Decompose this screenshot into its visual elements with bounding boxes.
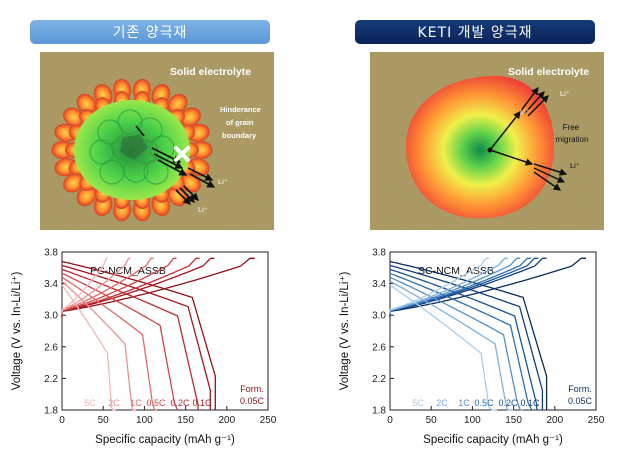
y-axis-label: Voltage (V vs. In-Li/Li⁺) (339, 272, 351, 391)
x-mark-icon (174, 146, 190, 162)
li-ion-label: Li⁺ (218, 177, 228, 186)
li-ion-label: Li⁺ (520, 107, 530, 116)
x-axis-label: Specific capacity (mAh g⁻¹) (95, 434, 235, 446)
inner-grain-boundaries (89, 109, 175, 185)
rate-label: 0.2C (498, 398, 518, 408)
rate-label: 2C (108, 398, 120, 408)
x-tick-label: 150 (177, 415, 194, 426)
y-tick-label: 2.2 (44, 374, 58, 385)
y-tick-label: 1.8 (44, 406, 58, 417)
header-keti-cathode: KETI 개발 양극재 (355, 20, 595, 44)
x-tick-label: 50 (426, 415, 438, 426)
charge-curve (61, 257, 131, 314)
x-tick-label: 0 (59, 415, 65, 426)
chart-title: SC-NCM_ASSB (418, 265, 494, 277)
charge-curve (389, 257, 489, 313)
discharge-curve (61, 276, 157, 411)
rate-label: 2C (436, 398, 448, 408)
discharge-curve (389, 280, 514, 411)
charge-curve (389, 257, 587, 318)
grain-boundary (97, 119, 123, 145)
hinderance-label: Hinderance of grain boundary (220, 105, 263, 140)
y-tick-label: 2.6 (44, 342, 58, 353)
y-axis-label: Voltage (V vs. In-Li/Li⁺) (11, 272, 23, 391)
y-tick-label: 3.0 (372, 311, 386, 322)
solid-electrolyte-label: Solid electrolyte (170, 66, 251, 78)
free-migration-label: Free migration (556, 123, 589, 144)
x-tick-label: 200 (218, 415, 235, 426)
grain-boundary (143, 159, 169, 185)
y-tick-label: 3.4 (372, 279, 386, 290)
grain-boundary (89, 139, 115, 165)
x-tick-label: 100 (136, 415, 153, 426)
rate-label: 0.5C (146, 398, 166, 408)
x-tick-label: 50 (98, 415, 110, 426)
charge-curve (61, 257, 200, 316)
discharge-curve (389, 260, 548, 410)
x-tick-label: 250 (260, 415, 277, 426)
rate-label: 0.1C (192, 398, 212, 408)
discharge-curve (61, 268, 199, 410)
rate-label: 0.2C (170, 398, 190, 408)
formation-label: 0.05C (240, 396, 265, 406)
chart-title: PC-NCM_ASSB (90, 265, 166, 277)
discharge-curve (61, 272, 178, 411)
grain-boundary (137, 117, 163, 143)
y-tick-label: 2.6 (372, 342, 386, 353)
grain-boundary (117, 109, 143, 135)
y-tick-label: 3.8 (372, 248, 386, 259)
rate-label: 5C (84, 398, 96, 408)
x-tick-label: 250 (588, 415, 605, 426)
single-crystal-schematic: Solid electrolyte Li⁺ Li⁺ Li⁺ Free migra… (370, 52, 604, 230)
li-path-arrow (489, 111, 521, 151)
x-tick-label: 100 (464, 415, 481, 426)
plot-frame (61, 251, 269, 411)
charge-curve (61, 257, 177, 316)
y-tick-label: 3.0 (44, 311, 58, 322)
charge-curve (61, 257, 255, 318)
y-tick-label: 3.4 (44, 279, 58, 290)
rate-label: 0.5C (474, 398, 494, 408)
x-tick-label: 0 (387, 415, 393, 426)
discharge-curve (389, 276, 524, 411)
li-ion-label: Li⁺ (570, 161, 580, 170)
li-ion-label: Li⁺ (198, 205, 208, 214)
formation-label: 0.05C (568, 396, 593, 406)
discharge-curve (389, 272, 533, 411)
discharge-curve (61, 284, 116, 411)
rate-label: 1C (130, 398, 142, 408)
charge-curve (61, 257, 215, 317)
rate-label: 1C (458, 398, 470, 408)
discharge-curve (389, 268, 538, 410)
x-axis-label: Specific capacity (mAh g⁻¹) (423, 434, 563, 446)
pc-ncm-voltage-chart: 0 50 100 150 200 250 1.8 2.2 2.6 3.0 3.4 3.8 Specifi… (11, 248, 277, 447)
x-tick-label: 150 (505, 415, 522, 426)
charge-curve (389, 257, 521, 315)
formation-label: Form. (568, 384, 592, 394)
discharge-curve (61, 260, 216, 410)
header-conventional-cathode: 기존 양극재 (30, 20, 270, 44)
discharge-curve (389, 284, 498, 411)
li-ion-label: Li⁺ (560, 89, 570, 98)
sc-ncm-voltage-chart: 0 50 100 150 200 250 1.8 2.2 2.6 3.0 3.4 3.8 Specifi… (339, 248, 605, 447)
polycrystal-schematic: Solid electrolyte Hinderance of grain bo… (40, 52, 274, 230)
x-tick-label: 200 (546, 415, 563, 426)
y-tick-label: 3.8 (44, 248, 58, 259)
charge-curve (389, 257, 508, 314)
rate-label: 5C (412, 398, 424, 408)
formation-label: Form. (240, 384, 264, 394)
charge-curve (61, 257, 108, 313)
y-tick-label: 2.2 (372, 374, 386, 385)
rate-label: 0.1C (520, 398, 540, 408)
discharge-curve (61, 264, 211, 410)
solid-electrolyte-label: Solid electrolyte (508, 66, 589, 78)
charge-curve (61, 257, 154, 315)
discharge-curve (61, 280, 137, 411)
y-tick-label: 1.8 (372, 406, 386, 417)
